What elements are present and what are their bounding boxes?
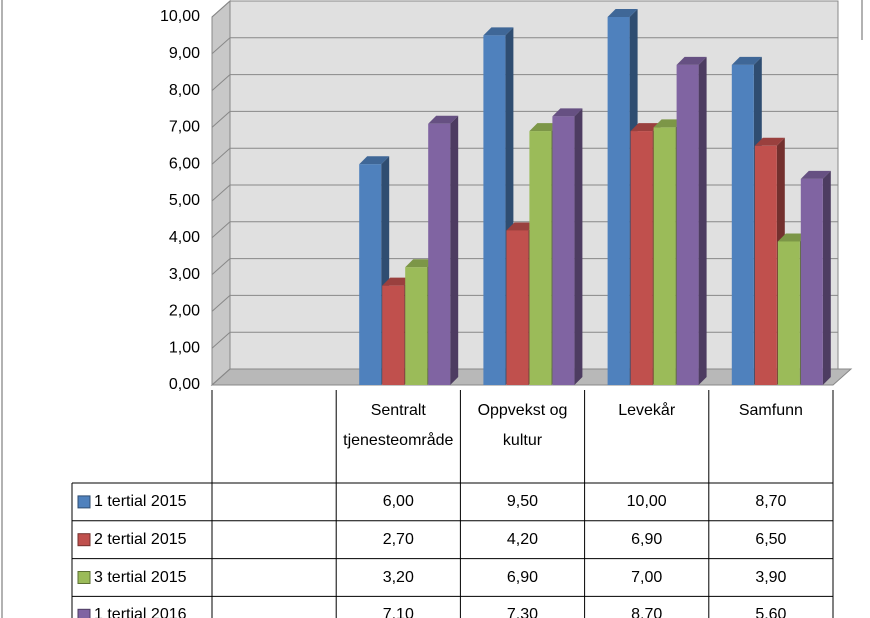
legend-swatch: [77, 533, 91, 547]
grid-line-side: [211, 74, 231, 91]
bar-side: [574, 108, 583, 386]
bar-top: [552, 108, 583, 117]
table-value: 6,90: [506, 568, 539, 586]
table-value: 3,20: [382, 568, 414, 586]
table-value: 2,70: [382, 530, 414, 548]
grid-line-side: [211, 147, 231, 165]
category-label: Oppvekst og kultur: [477, 402, 568, 449]
y-tick-label: 9,00: [169, 45, 200, 62]
grid-line-side: [211, 368, 231, 386]
bar: [653, 127, 676, 386]
table-value: 4,20: [506, 530, 539, 548]
bar: [731, 64, 754, 385]
table-value: 6,00: [382, 493, 414, 510]
y-tick-label: 4,00: [169, 229, 200, 246]
grid-line-side: [211, 37, 231, 55]
table-value: 7,00: [631, 568, 663, 586]
grid-line-side: [211, 295, 231, 312]
y-tick-label: 1,00: [169, 339, 200, 356]
table-value: 7,10: [382, 606, 414, 618]
bar: [607, 17, 630, 385]
legend-swatch: [77, 608, 91, 618]
bar-top: [428, 115, 459, 124]
bar: [529, 131, 552, 385]
y-tick-label: 2,00: [169, 303, 200, 320]
y-tick-label: 3,00: [169, 266, 200, 283]
bar: [428, 123, 451, 385]
y-tick-label: 6,00: [169, 155, 200, 172]
bar: [483, 35, 506, 386]
category-label: Levekår: [618, 402, 676, 419]
category-label: Sentralt tjenesteområde: [343, 402, 454, 449]
bar: [552, 116, 575, 386]
bar-side: [698, 56, 707, 386]
legend-label: 1 tertial 2015: [94, 493, 187, 510]
bar-top: [653, 119, 684, 128]
bar-side: [822, 170, 831, 385]
bar-top: [529, 123, 560, 132]
grid-line-side: [211, 331, 231, 349]
bar: [382, 285, 405, 385]
bar-top: [676, 56, 707, 65]
bar-top: [754, 137, 785, 146]
legend-label: 1 tertial 2016: [94, 606, 187, 618]
bar-top: [359, 156, 390, 165]
category-label: Samfunn: [738, 402, 803, 419]
grid-line-side: [211, 258, 231, 275]
grid-line-side: [211, 111, 231, 128]
table-value: 3,90: [755, 568, 787, 586]
bar-top: [777, 233, 808, 242]
y-tick-label: 0,00: [169, 376, 200, 393]
legend-swatch: [77, 571, 91, 584]
y-tick-label: 10,00: [160, 8, 200, 25]
bar: [800, 178, 823, 385]
bar: [630, 131, 653, 385]
table-value: 5,60: [755, 606, 787, 618]
legend-swatch: [77, 495, 91, 509]
bar-top: [800, 170, 831, 179]
y-tick-label: 5,00: [169, 192, 200, 209]
bar: [754, 145, 777, 385]
bar-top: [506, 222, 537, 231]
table-value: 8,70: [631, 606, 663, 618]
bar-top: [731, 56, 762, 65]
table-value: 7,30: [506, 606, 539, 618]
bar-top: [382, 277, 413, 286]
table-value: 6,90: [631, 530, 663, 548]
y-tick-label: 8,00: [169, 82, 200, 99]
table-value: 9,50: [506, 493, 539, 510]
grid-line-side: [211, 184, 231, 202]
bar-top: [483, 27, 514, 36]
bar: [359, 164, 382, 385]
bar-top: [630, 123, 661, 132]
grid-line-side: [211, 221, 231, 239]
grid-line-side: [211, 0, 231, 18]
bar: [676, 64, 699, 385]
table-value: 8,70: [755, 493, 787, 510]
table-value: 10,00: [626, 493, 667, 510]
table-value: 6,50: [755, 530, 787, 548]
bar: [506, 230, 529, 385]
bar-side: [450, 115, 459, 385]
bar: [405, 267, 428, 385]
legend-label: 2 tertial 2015: [94, 530, 187, 548]
bar-top: [607, 9, 638, 17]
legend-label: 3 tertial 2015: [94, 568, 187, 586]
y-tick-label: 7,00: [169, 119, 200, 136]
bar-top: [405, 259, 436, 268]
bar: [777, 241, 800, 385]
